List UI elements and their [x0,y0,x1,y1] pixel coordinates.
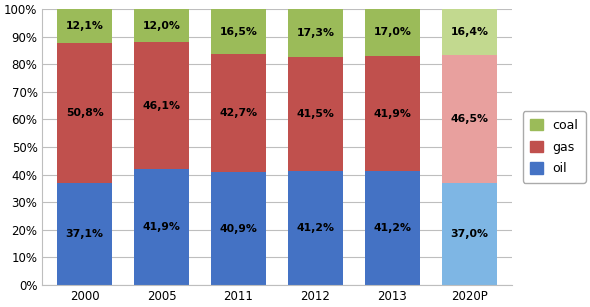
Text: 41,2%: 41,2% [297,223,335,233]
Text: 16,4%: 16,4% [450,27,489,37]
Text: 37,1%: 37,1% [65,229,104,239]
Bar [442,183,497,285]
Text: 40,9%: 40,9% [219,223,257,234]
Text: 41,2%: 41,2% [373,223,411,233]
Bar [134,9,189,42]
Bar [365,56,420,171]
Text: 41,9%: 41,9% [373,109,411,119]
Text: 41,9%: 41,9% [143,222,181,232]
Bar [365,171,420,285]
Bar [288,57,343,171]
Text: 17,0%: 17,0% [373,27,411,37]
Text: 46,5%: 46,5% [450,114,489,124]
Text: 16,5%: 16,5% [219,27,257,37]
Text: 37,0%: 37,0% [450,229,489,239]
Bar [57,183,113,285]
Bar [211,54,266,172]
Bar [57,9,113,43]
Bar [211,9,266,54]
Bar [134,169,189,285]
Text: 12,1%: 12,1% [65,21,104,31]
Text: 42,7%: 42,7% [219,108,258,118]
Legend: coal, gas, oil: coal, gas, oil [523,111,586,183]
Text: 41,5%: 41,5% [297,109,335,119]
Text: 50,8%: 50,8% [66,107,104,118]
Bar [57,43,113,183]
Bar [288,171,343,285]
Text: 46,1%: 46,1% [143,101,181,111]
Bar [442,10,497,55]
Text: 12,0%: 12,0% [143,21,181,31]
Bar [134,42,189,169]
Bar [365,9,420,56]
Bar [288,9,343,57]
Bar [211,172,266,285]
Text: 17,3%: 17,3% [297,28,335,38]
Bar [442,55,497,183]
